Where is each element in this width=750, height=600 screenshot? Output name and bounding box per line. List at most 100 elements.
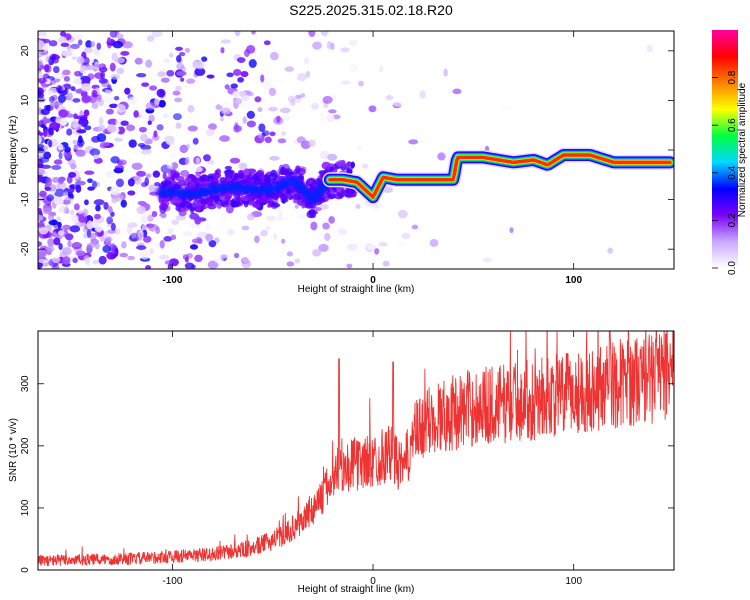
spectrogram-noise-cell [260,229,268,237]
spectrogram-band-cell [224,172,231,179]
spectrogram-noise-cell [220,47,225,54]
spectrogram-noise-cell [58,152,63,160]
spectrogram-band-cell [243,202,249,208]
spectrogram-noise-cell [47,90,54,96]
spectrogram-noise-cell [142,229,148,238]
spectrogram-noise-cell [57,143,64,151]
spectrogram-noise-cell [186,78,196,84]
spectrogram-noise-cell [64,196,71,204]
spectrogram-noise-cell [324,232,331,242]
spectrogram-y-tick-label: 20 [20,45,31,57]
spectrogram-noise-cell [84,170,95,175]
spectrogram-noise-cell [98,116,104,125]
spectrogram-band-cell [193,178,203,183]
spectrogram-band-cell [238,173,244,179]
spectrogram-noise-cell [157,71,167,77]
spectrogram-band-cell [233,172,239,180]
spectrogram-noise-cell [38,135,42,145]
spectrogram-noise-cell [78,135,83,144]
spectrogram-band-cell [329,166,334,172]
spectrogram-noise-cell [382,260,390,267]
spectrogram-noise-cell [127,190,136,196]
spectrogram-noise-cell [38,81,41,88]
spectrogram-noise-cell [283,115,290,121]
spectrogram-noise-cell [89,148,101,157]
spectrogram-band-cell [207,203,217,210]
spectrogram-noise-cell [85,40,93,49]
spectrogram-band-cell [230,199,236,208]
spectrogram-noise-cell [194,166,203,173]
spectrogram-noise-cell [225,233,231,242]
colorbar-tick-label: 0.2 [727,213,738,227]
spectrogram-noise-cell [61,89,67,96]
spectrogram-ridge-band [328,153,672,199]
spectrogram-noise-cell [257,107,263,113]
spectrogram-noise-cell [111,197,118,204]
spectrogram-noise-cell [214,256,224,264]
spectrogram-noise-cell [39,190,47,197]
spectrogram-noise-cell [126,225,133,234]
colorbar-tick-label: 0.8 [727,70,738,84]
spectrogram-noise-cell [241,225,250,231]
spectrogram-noise-cell [62,256,71,265]
spectrogram-noise-cell [219,101,228,107]
spectrogram-noise-cell [646,44,654,53]
spectrogram-noise-cell [191,264,196,269]
spectrogram-noise-cell [133,176,142,185]
spectrogram-noise-cell [70,209,75,216]
spectrogram-noise-cell [99,141,110,147]
spectrogram-noise-cell [246,120,256,128]
spectrogram-noise-cell [319,150,330,160]
spectrogram-noise-cell [94,227,103,232]
spectrogram-noise-cell [308,139,316,147]
snr-x-tick-label: 0 [370,576,376,587]
spectrogram-noise-cell [73,145,79,150]
spectrogram-band-cell [256,170,265,177]
spectrogram-noise-cell [273,233,278,240]
spectrogram-noise-cell [187,125,198,132]
spectrogram-noise-cell [443,68,448,77]
spectrogram-noise-cell [94,97,102,103]
spectrogram-noise-cell [246,213,255,221]
spectrogram-noise-cell [38,248,47,257]
spectrogram-noise-cell [401,232,411,239]
spectrogram-noise-cell [174,97,183,103]
spectrogram-noise-cell [318,113,328,123]
spectrogram-noise-cell [136,170,146,177]
spectrogram-noise-cell [68,214,76,222]
spectrogram-noise-cell [225,204,234,214]
spectrogram-noise-cell [362,163,368,169]
spectrogram-noise-cell [182,254,189,260]
colorbar-tick-label: 0.4 [727,165,738,179]
spectrogram-noise-cell [268,87,277,97]
spectrogram-noise-cell [247,253,257,262]
spectrogram-noise-cell [355,203,361,210]
spectrogram-noise-cell [114,165,125,171]
spectrogram-noise-cell [90,41,96,48]
spectrogram-noise-cell [145,102,157,111]
spectrogram-noise-cell [304,57,309,65]
spectrogram-noise-cell [392,101,403,107]
spectrogram-noise-cell [58,242,63,250]
spectrogram-y-tick-label: 0 [20,147,31,153]
spectrogram-y-tick-label: -10 [20,192,31,207]
spectrogram-noise-cell [119,252,129,258]
spectrogram-noise-cell [51,255,61,264]
spectrogram-noise-cell [48,56,55,66]
spectrogram-noise-cell [74,70,82,77]
spectrogram-noise-cell [151,211,158,218]
spectrogram-noise-cell [62,224,71,231]
spectrogram-noise-cell [397,209,408,219]
spectrogram-noise-cell [158,99,166,108]
spectrogram-noise-cell [117,159,127,166]
spectrogram-noise-cell [318,243,329,252]
colorbar-tick-label: 0.0 [727,261,738,275]
snr-frame [37,330,675,571]
spectrogram-noise-cell [179,144,189,154]
spectrogram-noise-cell [93,157,103,164]
spectrogram-noise-cell [127,178,135,187]
spectrogram-noise-cell [136,72,147,78]
spectrogram-band-cell [309,183,314,188]
spectrogram-noise-cell [234,122,239,131]
